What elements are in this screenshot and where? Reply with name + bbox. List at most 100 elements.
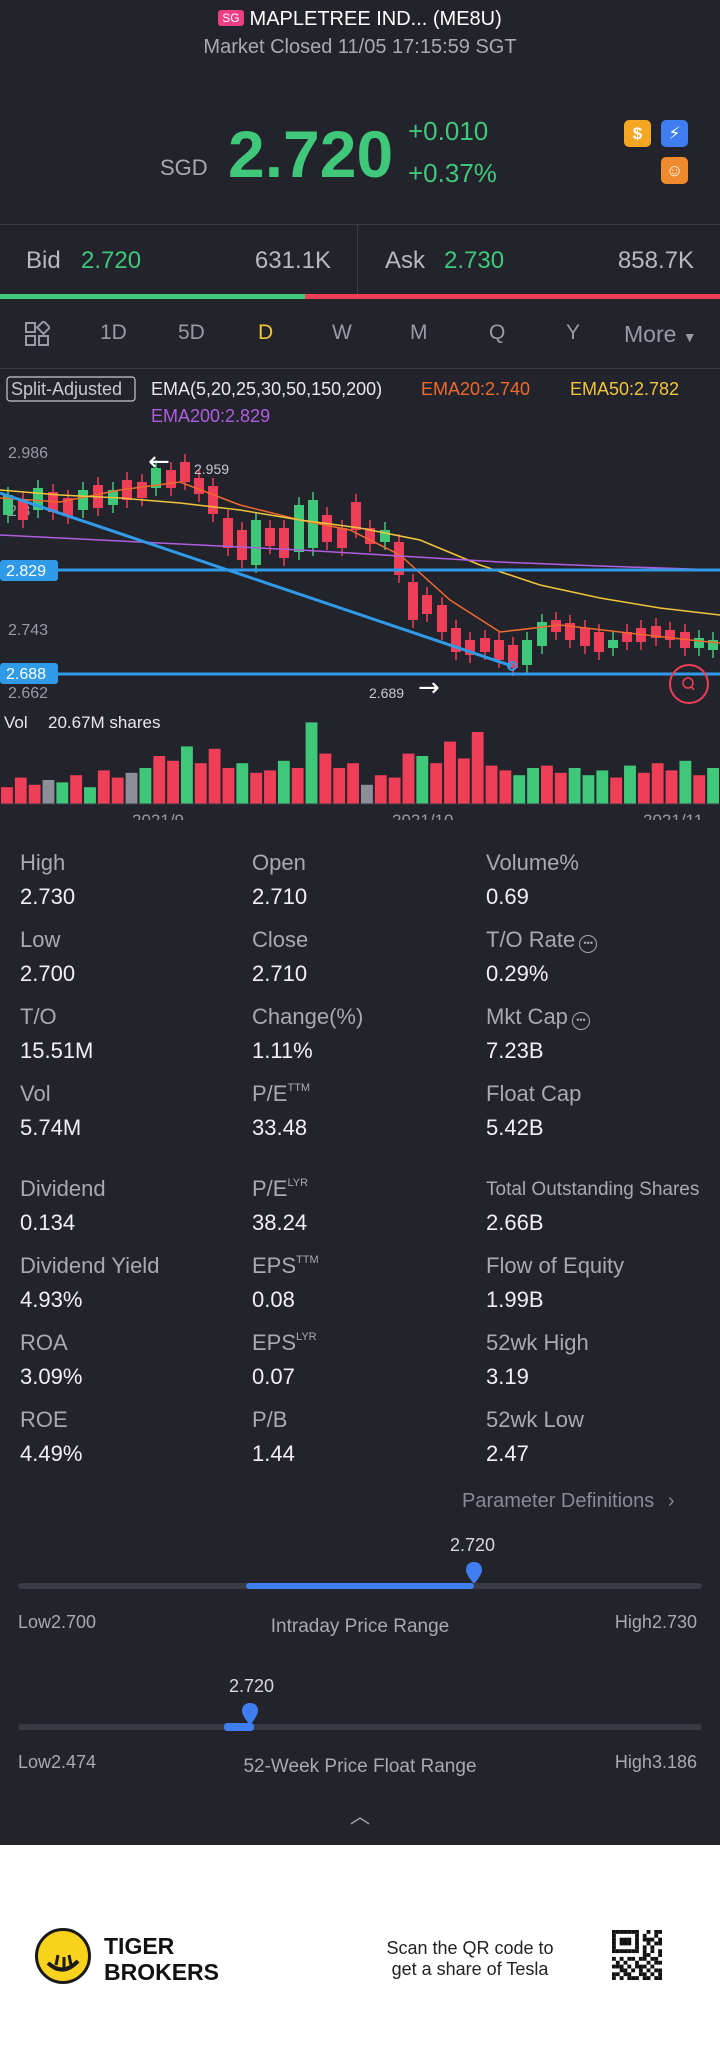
candle-body xyxy=(508,645,518,668)
stat-label-text: P/E xyxy=(252,1176,288,1201)
stat-value: 2.47 xyxy=(486,1441,529,1466)
tab-daily[interactable]: D xyxy=(258,321,274,344)
ema-list-label: EMA(5,20,25,30,50,150,200) xyxy=(151,379,382,399)
candle-body xyxy=(194,478,204,494)
trend-line-handle[interactable] xyxy=(507,661,517,671)
stats-grid: High 2.730 Open 2.710 Volume% 0.69 Low 2.700 Clo… xyxy=(0,850,720,1470)
collapse-chevron-up-icon[interactable]: ︿ xyxy=(350,1806,370,1828)
stat-label-superscript: LYR xyxy=(287,1177,309,1189)
volume-bar xyxy=(319,753,332,804)
qr-code xyxy=(612,1930,662,1980)
volume-bar xyxy=(250,772,263,804)
qr-module xyxy=(650,1949,655,1954)
tab-weekly[interactable]: W xyxy=(332,321,352,344)
tab-monthly[interactable]: M xyxy=(410,321,428,344)
qr-module xyxy=(612,1976,616,1980)
candlestick-chart-svg: Split-Adjusted EMA(5,20,25,30,50,150,200… xyxy=(0,376,720,830)
volume-bar xyxy=(665,770,678,804)
candle-body xyxy=(522,640,532,665)
volume-bar xyxy=(305,722,318,804)
stat-value: 2.710 xyxy=(252,884,308,909)
candle-body xyxy=(63,498,73,516)
candle-body xyxy=(651,626,661,638)
stat-value: 4.49% xyxy=(20,1441,83,1466)
stat-label: Volume% xyxy=(486,850,579,876)
trend-line[interactable] xyxy=(0,491,513,668)
stat-label-superscript: LYR xyxy=(296,1331,317,1343)
volume-bar xyxy=(153,756,166,804)
volume-bar xyxy=(97,770,110,804)
candle-body xyxy=(665,630,675,640)
tiger-logo-mark xyxy=(46,1954,80,1972)
qr-module xyxy=(619,1937,624,1942)
volume-bar xyxy=(361,784,373,804)
qr-module xyxy=(627,1937,632,1942)
qr-module xyxy=(635,1930,639,1934)
bonus-icon[interactable]: ☺ xyxy=(661,157,688,184)
price-chart[interactable]: Split-Adjusted EMA(5,20,25,30,50,150,200… xyxy=(0,370,720,830)
stat-value: 0.07 xyxy=(252,1364,295,1389)
bid-label: Bid xyxy=(26,247,61,274)
stat-label: P/ELYR xyxy=(252,1176,308,1202)
split-adjusted-box xyxy=(6,376,136,402)
qr-module xyxy=(623,1941,628,1946)
qr-module xyxy=(627,1972,632,1977)
search-stock-button[interactable] xyxy=(669,664,709,704)
candle-body xyxy=(251,520,261,565)
location-pin-icon xyxy=(466,1562,482,1584)
candle-body xyxy=(137,482,147,498)
volume-bar xyxy=(194,763,207,804)
bid-ask-divider xyxy=(357,225,358,297)
tab-1d[interactable]: 1D xyxy=(100,321,127,344)
volume-bars-group xyxy=(1,722,719,804)
lightning-icon[interactable]: ⚡ xyxy=(661,120,688,147)
volume-bar xyxy=(457,758,470,804)
volume-bar xyxy=(416,756,429,804)
qr-module xyxy=(615,1949,620,1954)
qr-module xyxy=(658,1976,662,1980)
qr-module xyxy=(642,1976,647,1980)
tab-yearly[interactable]: Y xyxy=(566,321,581,344)
ask-strength-bar xyxy=(305,294,720,299)
qr-module xyxy=(646,1930,651,1934)
stat-value: 3.09% xyxy=(20,1364,83,1389)
stat-value: 3.19 xyxy=(486,1364,529,1389)
info-icon[interactable]: ••• xyxy=(579,935,598,953)
qr-module xyxy=(650,1964,655,1969)
qr-module xyxy=(654,1930,659,1934)
stat-label-text: Dividend xyxy=(20,1176,106,1201)
volume-bar xyxy=(84,787,96,804)
volume-bar xyxy=(485,765,498,804)
ema50-line xyxy=(0,489,720,616)
brand-line-2: BROKERS xyxy=(104,1959,220,1985)
qr-module xyxy=(627,1941,632,1946)
candle-body xyxy=(151,468,161,488)
tab-quarterly[interactable]: Q xyxy=(489,321,506,344)
stat-label: Mkt Cap ••• xyxy=(486,1004,590,1030)
tab-more[interactable]: More ▼ xyxy=(624,321,697,348)
week52-range-title: 52-Week Price Float Range xyxy=(243,1756,477,1777)
stat-label: T/O xyxy=(20,1004,57,1030)
qr-module xyxy=(612,1945,616,1950)
week52-range-track xyxy=(18,1724,702,1730)
candle-body xyxy=(580,628,590,646)
period-tabs: 1D 5D D W M Q Y More ▼ xyxy=(0,299,720,369)
candle-body xyxy=(408,582,418,620)
chart-settings-icon[interactable] xyxy=(24,321,50,347)
intraday-high: High2.730 xyxy=(614,1612,697,1632)
split-adjusted-label[interactable]: Split-Adjusted xyxy=(11,379,122,399)
info-icon[interactable]: ••• xyxy=(571,1012,590,1030)
qr-module xyxy=(650,1956,655,1961)
tab-5d[interactable]: 5D xyxy=(178,321,205,344)
stock-title[interactable]: SG MAPLETREE IND... (ME8U) xyxy=(0,8,720,31)
volume-bar xyxy=(125,772,138,804)
candle-body xyxy=(33,488,43,510)
bid-price: 2.720 xyxy=(81,247,142,274)
qr-module xyxy=(642,1972,647,1977)
dollar-icon[interactable]: $ xyxy=(624,120,651,147)
volume-bar xyxy=(679,760,692,804)
stat-label: P/B xyxy=(252,1407,287,1433)
volume-bar xyxy=(70,775,83,804)
stat-label: Change(%) xyxy=(252,1004,363,1030)
parameter-definitions-link[interactable]: Parameter Definitions › xyxy=(462,1490,675,1513)
